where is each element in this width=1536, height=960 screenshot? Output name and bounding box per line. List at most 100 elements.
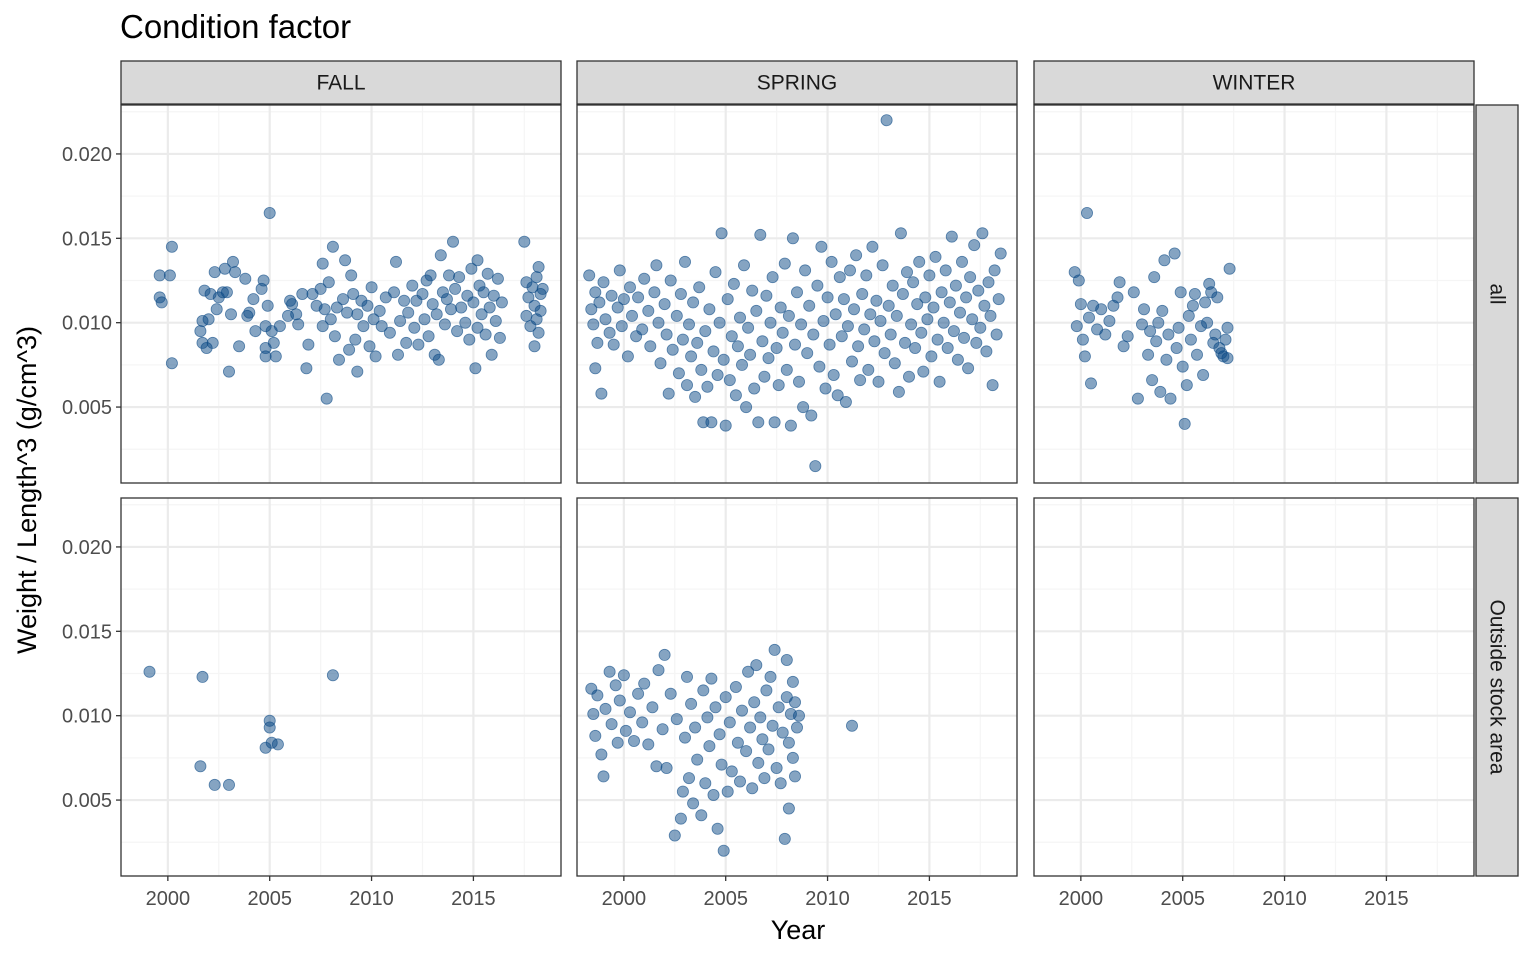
data-point: [1121, 330, 1134, 343]
data-point: [764, 316, 777, 329]
data-point: [430, 308, 443, 321]
data-point: [992, 293, 1005, 306]
data-point: [915, 326, 928, 339]
data-point: [463, 333, 476, 346]
data-point: [683, 318, 696, 331]
data-point: [856, 287, 869, 300]
data-point: [852, 340, 865, 353]
data-point: [1127, 286, 1140, 299]
data-point: [872, 375, 885, 388]
data-point: [982, 276, 995, 289]
data-point: [302, 338, 315, 351]
data-point: [744, 348, 757, 361]
data-point: [945, 230, 958, 243]
data-point: [760, 684, 773, 697]
data-point: [402, 306, 415, 319]
data-point: [811, 279, 824, 292]
data-point: [793, 375, 806, 388]
data-point: [746, 782, 759, 795]
data-point: [347, 287, 360, 300]
data-point: [705, 416, 718, 429]
data-point: [459, 316, 472, 329]
data-point: [615, 320, 628, 333]
data-point: [890, 309, 903, 322]
data-point: [831, 389, 844, 402]
y-axes: 0.005 0.010 0.015 0.020 0.005 0.010 0.015 0.020: [62, 144, 121, 812]
data-point: [703, 740, 716, 753]
y-tick-label: 0.010: [62, 313, 112, 335]
data-point: [719, 419, 732, 432]
data-point: [605, 718, 618, 731]
data-point: [984, 309, 997, 322]
data-point: [1136, 318, 1149, 331]
data-point: [689, 390, 702, 403]
data-point: [536, 282, 549, 295]
data-point: [261, 299, 274, 312]
data-point: [681, 670, 694, 683]
data-point: [418, 313, 431, 326]
data-point: [754, 711, 767, 724]
data-point: [328, 330, 341, 343]
data-point: [817, 314, 830, 327]
data-point: [628, 735, 641, 748]
data-point: [632, 687, 645, 700]
data-point: [1138, 303, 1151, 316]
data-point: [683, 772, 696, 785]
data-point: [1221, 352, 1234, 365]
data-point: [774, 777, 787, 790]
data-point: [1146, 374, 1159, 387]
data-point: [603, 665, 616, 678]
data-point: [609, 679, 622, 692]
facet-strip-label: all: [1486, 283, 1509, 304]
data-point: [263, 721, 276, 734]
data-point: [316, 257, 329, 270]
y-tick-label: 0.020: [62, 144, 112, 166]
data-point: [369, 350, 382, 363]
data-point: [901, 266, 914, 279]
data-point: [314, 282, 327, 295]
data-point: [825, 255, 838, 268]
data-point: [206, 336, 219, 349]
data-point: [632, 291, 645, 304]
data-point: [742, 321, 755, 334]
data-point: [829, 308, 842, 321]
data-point: [778, 257, 791, 270]
data-point: [766, 271, 779, 284]
data-point: [803, 299, 816, 312]
data-point: [194, 325, 207, 338]
x-tick-label: 2005: [703, 888, 748, 910]
data-point: [269, 350, 282, 363]
data-point: [782, 736, 795, 749]
data-point: [734, 775, 747, 788]
data-point: [1188, 287, 1201, 300]
data-point: [605, 289, 618, 302]
data-point: [886, 279, 899, 292]
data-point: [695, 809, 708, 822]
data-point: [1168, 247, 1181, 260]
data-point: [465, 262, 478, 275]
facet-strip-winter: [1033, 60, 1475, 105]
data-point: [768, 643, 781, 656]
data-point: [153, 269, 166, 282]
data-point: [1197, 368, 1210, 381]
data-point: [434, 249, 447, 262]
data-point: [878, 347, 891, 360]
x-tick-label: 2015: [451, 888, 496, 910]
data-point: [233, 340, 246, 353]
data-point: [707, 345, 720, 358]
data-point: [854, 374, 867, 387]
data-point: [776, 726, 789, 739]
data-point: [320, 392, 333, 405]
data-point: [389, 255, 402, 268]
data-point: [1176, 360, 1189, 373]
data-point: [1160, 353, 1173, 366]
data-point: [864, 308, 877, 321]
data-point: [530, 271, 543, 284]
data-point: [921, 313, 934, 326]
data-point: [770, 762, 783, 775]
data-point: [619, 724, 632, 737]
data-point: [670, 309, 683, 322]
data-point: [994, 247, 1007, 260]
x-tick-label: 2010: [1262, 888, 1307, 910]
data-point: [300, 362, 313, 375]
